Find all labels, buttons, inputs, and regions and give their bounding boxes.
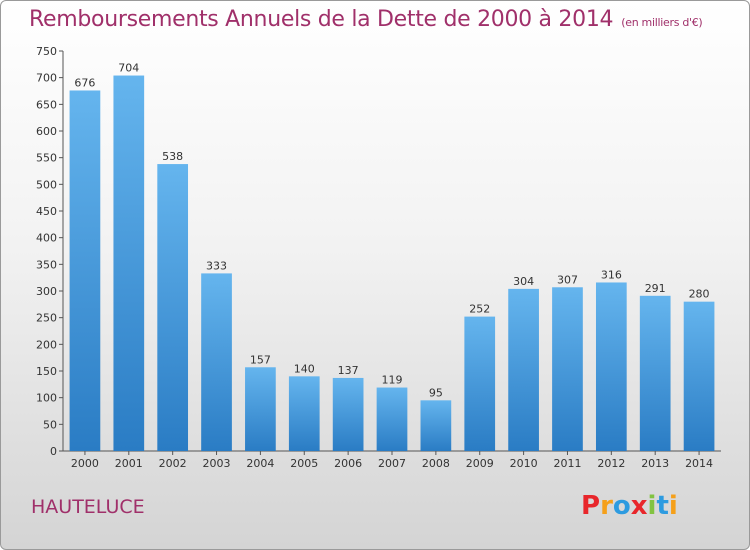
logo-letter: r [600,491,613,521]
chart-axes: 0 50 100 150 200 250 300 350 400 450 500 550 600 650 7… [36,45,721,470]
x-tick-label: 2013 [641,457,669,470]
data-label: 676 [74,76,95,89]
bar [113,75,145,452]
data-label: 119 [382,374,403,387]
y-tick-label: 600 [36,125,57,138]
data-label: 280 [689,288,710,301]
y-tick-label: 100 [36,392,57,405]
y-tick-label: 200 [36,338,57,351]
x-tick-label: 2003 [203,457,231,470]
bar [420,400,452,451]
x-tick-label: 2012 [597,457,625,470]
x-tick-label: 2004 [246,457,274,470]
bar [683,301,715,451]
data-label: 304 [513,275,534,288]
bar [376,387,408,451]
chart-unit: (en milliers d'€) [621,16,703,29]
logo-letter: P [581,491,601,521]
x-tick-label: 2007 [378,457,406,470]
data-label: 95 [429,386,443,399]
y-tick-label: 500 [36,178,57,191]
logo-letter: i [668,491,678,521]
x-tick-label: 2006 [334,457,362,470]
y-tick-label: 650 [36,98,57,111]
data-label: 538 [162,150,183,163]
x-tick-label: 2001 [115,457,143,470]
bar [157,164,189,452]
data-label: 316 [601,268,622,281]
y-tick-label: 0 [50,445,57,458]
y-tick-label: 50 [43,418,57,431]
data-label: 252 [469,303,490,316]
bar [464,316,496,451]
x-tick-label: 2014 [685,457,713,470]
bar [201,273,232,451]
x-tick-label: 2009 [466,457,494,470]
bar [288,376,320,451]
bar [639,295,671,451]
y-tick-label: 350 [36,258,57,271]
logo-letter: x [630,491,648,521]
bar [69,90,101,451]
bar [595,282,627,451]
y-tick-label: 700 [36,72,57,85]
chart-title: Remboursements Annuels de la Dette de 20… [29,7,703,32]
x-tick-label: 2000 [71,457,99,470]
chart-bars: 676 704 538 333 157 140 137 119 95 252 304 307 316 29… [69,62,715,452]
x-tick-label: 2008 [422,457,450,470]
y-tick-label: 250 [36,312,57,325]
y-tick-label: 300 [36,285,57,298]
y-tick-label: 450 [36,205,57,218]
chart-title-text: Remboursements Annuels de la Dette de 20… [29,7,614,32]
bar [508,288,539,451]
bar [245,367,276,451]
x-tick-label: 2011 [553,457,581,470]
bar [552,287,583,451]
commune-name: HAUTELUCE [31,496,145,518]
y-tick-label: 750 [36,45,57,58]
data-label: 291 [645,282,666,295]
y-tick-label: 400 [36,232,57,245]
data-label: 704 [118,62,139,75]
data-label: 307 [557,273,578,286]
data-label: 137 [338,364,359,377]
y-tick-label: 550 [36,152,57,165]
y-tick-label: 150 [36,365,57,378]
bar [332,377,364,451]
x-tick-label: 2010 [510,457,538,470]
proxiti-logo: Proxiti [581,491,678,521]
data-label: 157 [250,353,271,366]
logo-letter: i [647,491,657,521]
x-tick-label: 2005 [290,457,318,470]
x-tick-label: 2002 [159,457,187,470]
logo-letter: o [612,491,631,521]
logo-letter: t [656,491,669,521]
data-label: 333 [206,259,227,272]
data-label: 140 [294,362,315,375]
